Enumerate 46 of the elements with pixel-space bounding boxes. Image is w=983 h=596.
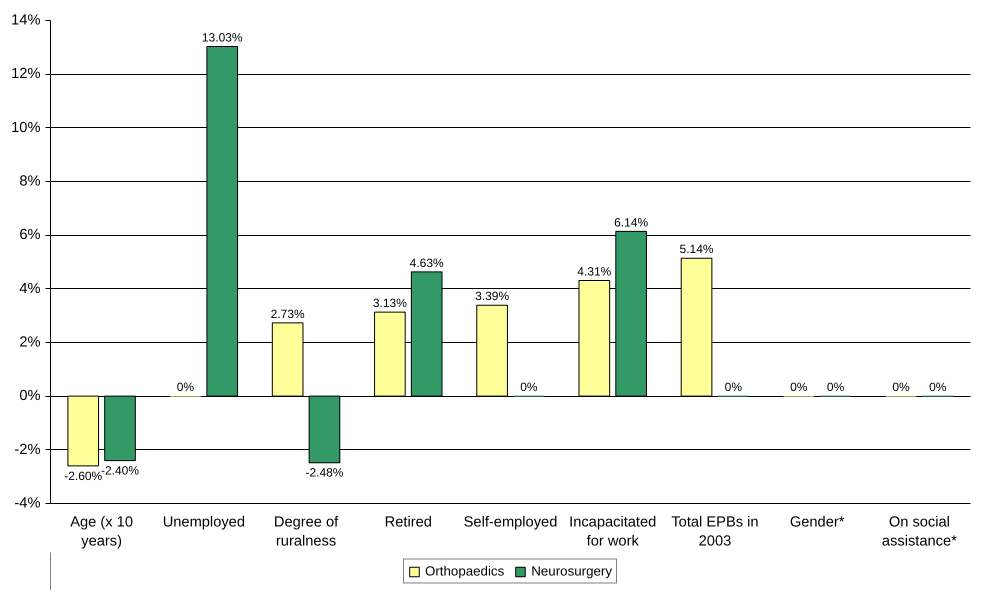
bar [374,312,406,397]
bar [615,230,647,397]
data-label: 0% [929,380,947,394]
x-tick-label: Degree of ruralness [274,514,340,550]
data-label: 0% [790,380,808,394]
data-label: 0% [892,380,910,394]
x-tick-label: Retired [384,514,432,530]
y-tick-label: 2% [19,334,41,350]
data-label: -2.48% [305,466,344,480]
y-tick-label: 12% [11,66,41,82]
legend-label: Neurosurgery [531,564,612,578]
data-label: -2.40% [101,464,140,478]
data-label: 2.73% [270,306,305,321]
x-tick-label: Unemployed [162,514,245,530]
data-label: 5.14% [680,242,714,256]
data-label: 4.31% [577,264,612,279]
y-tick-label: 0% [19,388,41,404]
bar [680,258,712,397]
data-label: 13.03% [202,30,243,45]
y-tick-label: 8% [19,174,41,190]
data-label: 0% [176,380,194,394]
x-tick-label: On social assistance* [882,514,958,550]
y-tick-label: -2% [14,442,41,458]
bar [476,304,508,397]
data-label: 0% [724,380,742,394]
data-label: 4.63% [410,256,444,270]
y-tick-label: 14% [11,12,41,28]
y-tick-label: 6% [19,227,41,244]
data-label: -2.60% [64,468,103,483]
x-tick-label: Total EPBs in 2003 [671,514,759,550]
data-label: 6.14% [614,215,648,230]
data-label: 0% [520,380,538,394]
bar [410,271,443,397]
data-label: 3.13% [372,296,408,310]
x-tick-label: Gender* [790,514,845,530]
y-tick-label: -4% [14,496,41,512]
data-label: 3.39% [475,289,510,304]
bar [578,280,610,397]
y-tick-label: 4% [19,280,41,297]
bar [272,322,304,397]
data-label: 0% [826,380,845,394]
legend-label: Orthopaedics [424,564,504,578]
x-tick-label: Incapacitated for work [569,514,656,550]
x-tick-label: Self-employed [464,514,558,530]
y-tick-label: 10% [11,120,41,136]
x-tick-label: Age (x 10 years) [70,514,133,550]
